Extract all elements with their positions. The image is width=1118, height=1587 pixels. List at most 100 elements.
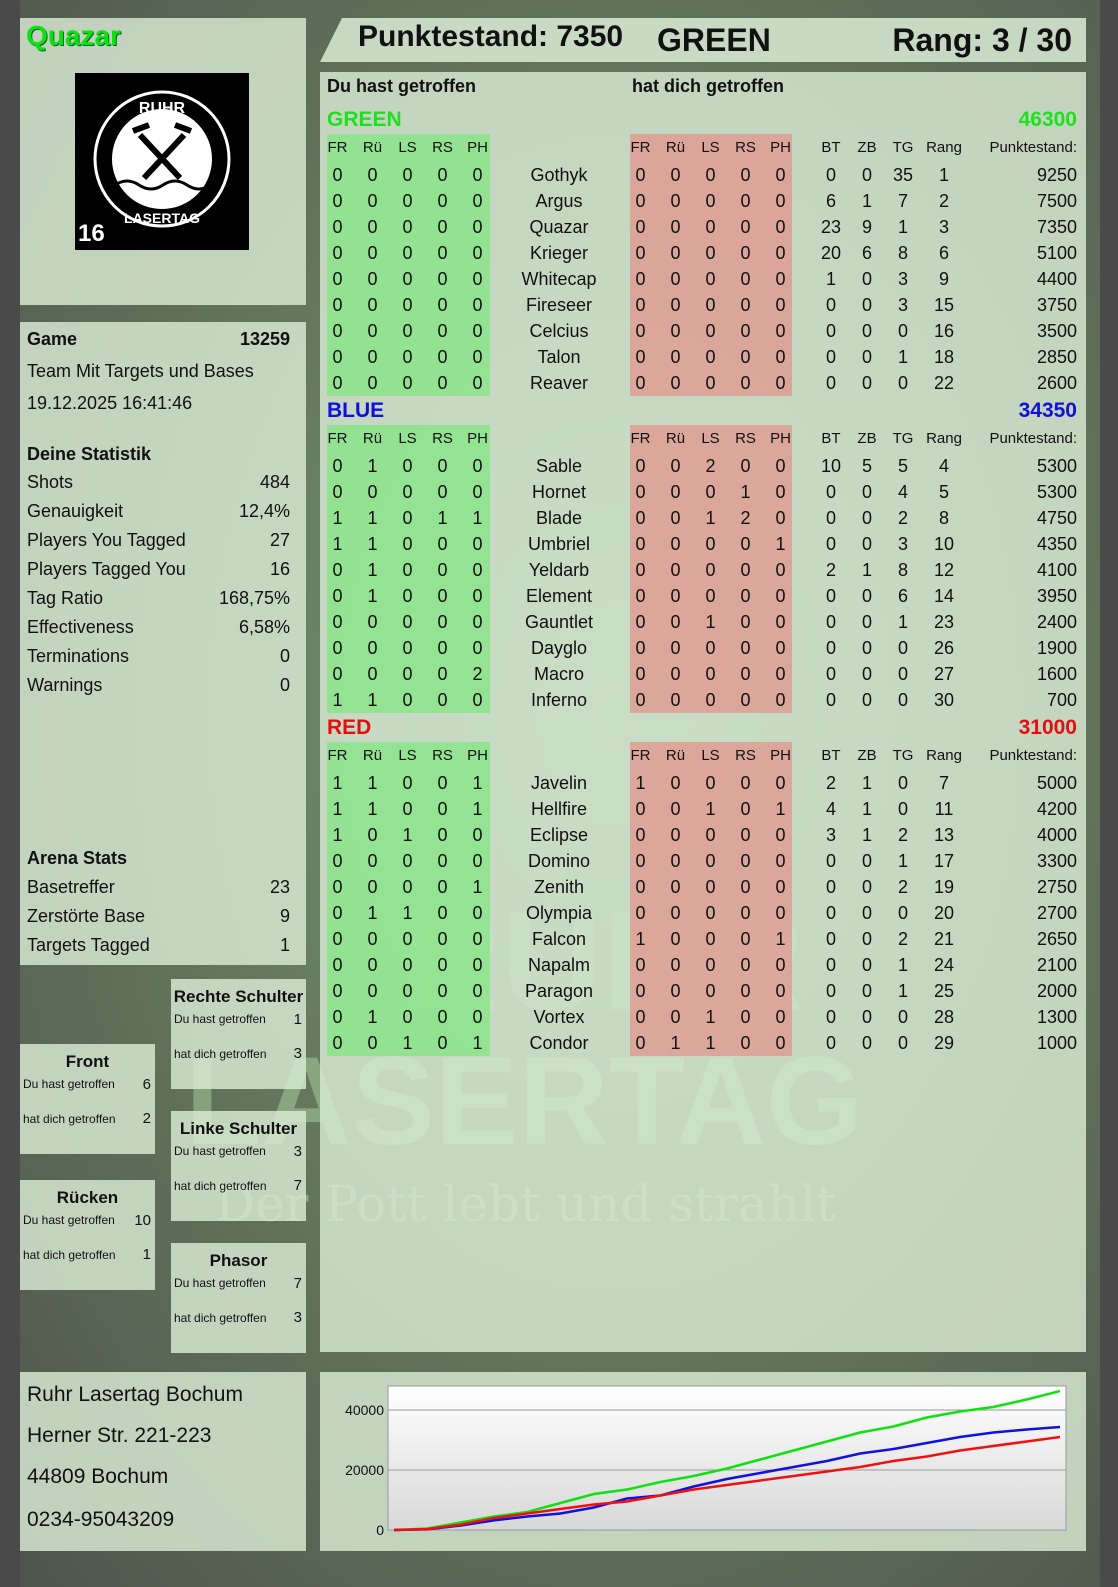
stat-cell: 27	[933, 664, 955, 684]
team-name: GREEN	[327, 108, 402, 131]
col-got-3: RS	[735, 430, 756, 447]
got-hit-cell: 1	[705, 1033, 716, 1053]
col-hit-3: RS	[432, 747, 453, 764]
player-name-cell: Napalm	[527, 955, 591, 975]
stat-label: Effectiveness	[27, 617, 134, 637]
got-hit-cell: 0	[740, 664, 751, 684]
zone-got-value: 1	[142, 1246, 151, 1263]
spacer	[798, 822, 813, 848]
got-hit-cell: 0	[740, 191, 751, 211]
stat-cell: 8	[897, 243, 908, 263]
arena-value: 23	[269, 877, 290, 897]
zone-got-value: 2	[142, 1110, 151, 1127]
got-hit-cell: 0	[740, 347, 751, 367]
got-hit-cell: 0	[635, 508, 646, 528]
address-panel	[20, 1372, 306, 1551]
stat-cell: 0	[897, 799, 908, 819]
stat-row: Players Tagged You 16	[27, 559, 290, 580]
hit-cell: 0	[402, 295, 413, 315]
stat-cell: 5300	[1036, 482, 1077, 502]
stat-cell: 16	[933, 321, 955, 341]
got-hit-cell: 0	[635, 851, 646, 871]
spacer	[798, 952, 813, 978]
zone-box: Phasor Du hast getroffen 7 hat dich getroff…	[171, 1243, 306, 1353]
player-name-cell: Falcon	[531, 929, 587, 949]
stat-cell: 1	[861, 191, 872, 211]
series-line-2	[393, 1435, 1061, 1532]
hit-cell: 0	[402, 799, 413, 819]
got-hit-cell: 0	[670, 456, 681, 476]
stat-cell: 0	[861, 1033, 872, 1053]
got-hit-cell: 0	[705, 586, 716, 606]
stat-cell: 2	[825, 773, 836, 793]
got-hit-cell: 0	[670, 799, 681, 819]
player-row: 0 0 0 0 0 Hornet 0 0 0 1 0 0 0 4 5 5300	[320, 479, 1077, 505]
hit-cell: 0	[437, 217, 448, 237]
got-hit-cell: 0	[670, 929, 681, 949]
spacer	[798, 292, 813, 318]
got-hit-cell: 0	[670, 612, 681, 632]
stat-cell: 6	[861, 243, 872, 263]
hit-cell: 0	[437, 929, 448, 949]
got-hit-column-bg	[630, 425, 792, 713]
player-name-cell: Javelin	[530, 773, 588, 793]
col-hit-2: LS	[398, 139, 417, 156]
zone-got-label: hat dich getroffen	[174, 1047, 267, 1061]
hit-cell: 0	[332, 612, 343, 632]
col-stat-3: Rang	[926, 747, 962, 764]
stat-cell: 0	[897, 638, 908, 658]
hit-cell: 0	[472, 482, 483, 502]
hit-cell: 0	[437, 664, 448, 684]
arena-row: Basetreffer 23	[27, 877, 290, 898]
hit-cell: 0	[332, 243, 343, 263]
hit-cell: 0	[472, 903, 483, 923]
player-row: 1 1 0 0 1 Hellfire 0 0 1 0 1 4 1 0 11 4200	[320, 796, 1077, 822]
col-got-0: FR	[630, 139, 651, 156]
player-name-cell: Umbriel	[527, 534, 590, 554]
hit-cell: 0	[437, 456, 448, 476]
hit-cell: 0	[332, 981, 343, 1001]
stat-value: 27	[269, 530, 290, 550]
hit-cell: 0	[332, 482, 343, 502]
stat-cell: 0	[861, 981, 872, 1001]
team-score: 31000	[1018, 716, 1077, 739]
zone-got-value: 3	[293, 1309, 302, 1326]
zone-got-value: 3	[293, 1045, 302, 1062]
hit-cell: 0	[472, 825, 483, 845]
player-row: 1 0 1 0 0 Eclipse 0 0 0 0 0 3 1 2 13 4000	[320, 822, 1077, 848]
stat-cell: 0	[861, 321, 872, 341]
spacer	[798, 318, 813, 344]
stat-cell: 0	[825, 877, 836, 897]
got-hit-cell: 0	[670, 903, 681, 923]
stat-cell: 0	[861, 851, 872, 871]
stat-row: Shots 484	[27, 472, 290, 493]
stat-cell: 0	[897, 321, 908, 341]
team-name: BLUE	[327, 399, 385, 422]
stat-label: Players You Tagged	[27, 530, 186, 550]
series-line-1	[393, 1425, 1061, 1532]
got-hit-cell: 0	[740, 903, 751, 923]
hit-cell: 0	[367, 825, 378, 845]
stat-cell: 0	[861, 690, 872, 710]
stat-cell: 0	[825, 664, 836, 684]
y-tick-label: 20000	[345, 1462, 384, 1478]
got-hit-cell: 0	[775, 955, 786, 975]
got-hit-cell: 0	[635, 295, 646, 315]
spacer	[798, 796, 813, 822]
player-name-cell: Gauntlet	[524, 612, 594, 632]
stat-cell: 14	[933, 586, 955, 606]
hit-column-bg	[327, 425, 490, 713]
player-name-cell: Quazar	[529, 217, 589, 237]
stat-cell: 4	[825, 799, 836, 819]
hit-cell: 1	[402, 903, 413, 923]
spacer	[798, 479, 813, 505]
stat-cell: 6	[938, 243, 949, 263]
stat-cell: 0	[861, 295, 872, 315]
hit-cell: 0	[332, 851, 343, 871]
got-hit-cell: 1	[635, 929, 646, 949]
col-got-0: FR	[630, 430, 651, 447]
stat-value: 16	[269, 559, 290, 579]
stat-cell: 1	[897, 851, 908, 871]
got-hit-cell: 0	[775, 560, 786, 580]
player-row: 0 0 0 0 0 Falcon 1 0 0 0 1 0 0 2 21 2650	[320, 926, 1077, 952]
